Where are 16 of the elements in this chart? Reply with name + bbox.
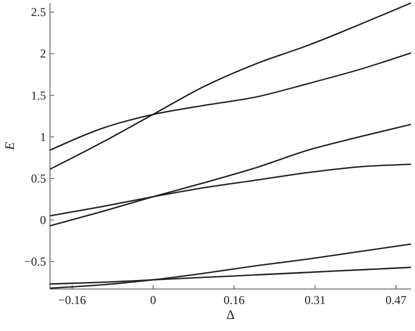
x-tick-label: 0.16 bbox=[224, 293, 245, 307]
line-series bbox=[49, 2, 412, 170]
x-tick-label: −0.16 bbox=[58, 293, 86, 307]
y-tick-label: 2 bbox=[40, 46, 46, 61]
y-tick-label: −0.5 bbox=[24, 254, 46, 269]
x-axis-title: Δ bbox=[226, 307, 235, 322]
y-axis-title: E bbox=[2, 142, 17, 151]
y-tick-label: 2.5 bbox=[31, 5, 46, 20]
y-tick-label: 1.5 bbox=[31, 88, 46, 102]
x-tick-label: 0.47 bbox=[386, 293, 407, 307]
y-tick-label: 0 bbox=[40, 212, 46, 227]
x-tick-label: 0.31 bbox=[304, 293, 326, 307]
line-series bbox=[49, 124, 412, 227]
x-tick-label: 0 bbox=[150, 293, 156, 307]
y-tick-label: 0.5 bbox=[31, 171, 46, 186]
y-tick-label: 1 bbox=[40, 130, 46, 144]
